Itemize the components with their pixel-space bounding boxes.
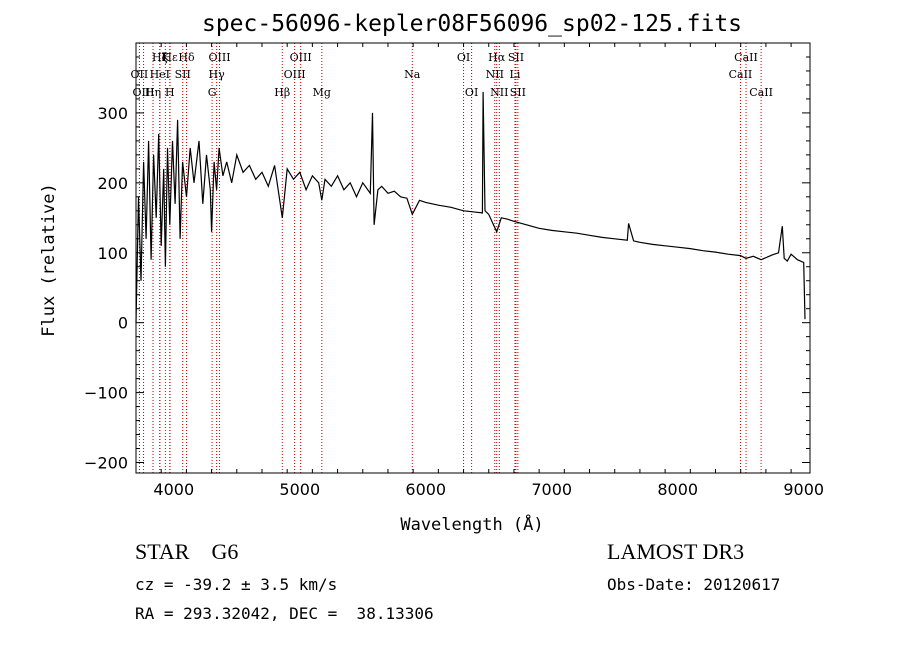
plot-frame — [135, 42, 811, 474]
chart-title: spec-56096-kepler08F56096_sp02-125.fits — [202, 11, 742, 37]
y-tick-label: −100 — [84, 384, 128, 403]
marker-label: OIII — [290, 51, 312, 64]
marker-label: SII — [508, 51, 524, 64]
marker-label: Hη — [145, 86, 161, 99]
marker-label: CaII — [749, 86, 773, 99]
marker-label: OIII — [284, 68, 306, 81]
y-tick-label: 100 — [97, 244, 128, 263]
y-tick-label: 200 — [97, 174, 128, 193]
y-tick-label: −200 — [84, 454, 128, 473]
marker-label: Li — [510, 68, 521, 81]
marker-label: NII — [486, 68, 504, 81]
observation-date: Obs-Date: 20120617 — [607, 575, 781, 594]
x-tick-label: 9000 — [783, 480, 824, 499]
marker-label: OI — [465, 86, 478, 99]
coordinates: RA = 293.32042, DEC = 38.13306 — [135, 604, 434, 623]
y-axis-label: Flux (relative) — [39, 183, 59, 337]
marker-label: Hα — [488, 51, 506, 64]
x-tick-label: 6000 — [405, 480, 446, 499]
marker-label: K — [161, 51, 170, 64]
marker-label: SII — [175, 68, 191, 81]
marker-label: Mg — [313, 86, 331, 99]
marker-label: OIII — [133, 86, 155, 99]
marker-label: Hζ — [152, 51, 168, 64]
marker-label: NII — [490, 86, 508, 99]
y-tick-label: 300 — [97, 104, 128, 123]
x-tick-label: 8000 — [657, 480, 698, 499]
marker-label: H — [165, 86, 175, 99]
marker-label: Hδ — [178, 51, 195, 64]
y-axis: −200 −100 0 100 200 300 — [84, 42, 810, 473]
survey-name: LAMOST DR3 — [607, 539, 745, 564]
marker-label: G — [208, 86, 217, 99]
marker-label: SII — [510, 86, 526, 99]
marker-label: Hε — [162, 51, 178, 64]
x-axis-label: Wavelength (Å) — [400, 513, 543, 535]
marker-label: Na — [404, 68, 421, 81]
spectrum-line — [135, 91, 806, 323]
marker-label: HeI — [150, 68, 170, 81]
emission-line-markers: Hε OII OIII HζK HeI SII Hη H Hδ OIII Hγ G Hβ OIII OIII… — [131, 43, 773, 473]
marker-label: OI — [457, 51, 470, 64]
x-axis: 4000 5000 6000 7000 8000 9000 — [135, 43, 824, 499]
y-tick-label: 0 — [118, 314, 128, 333]
redshift-cz: cz = -39.2 ± 3.5 km/s — [135, 575, 338, 594]
x-tick-label: 4000 — [153, 480, 194, 499]
x-tick-label: 7000 — [531, 480, 572, 499]
marker-label: Hβ — [274, 86, 290, 99]
marker-label: Hγ — [209, 68, 226, 81]
marker-label: CaII — [734, 51, 758, 64]
marker-label: OII — [131, 68, 149, 81]
marker-label: OIII — [208, 51, 230, 64]
marker-label: CaII — [729, 68, 753, 81]
object-class: STAR G6 — [135, 539, 239, 564]
x-tick-label: 5000 — [279, 480, 320, 499]
